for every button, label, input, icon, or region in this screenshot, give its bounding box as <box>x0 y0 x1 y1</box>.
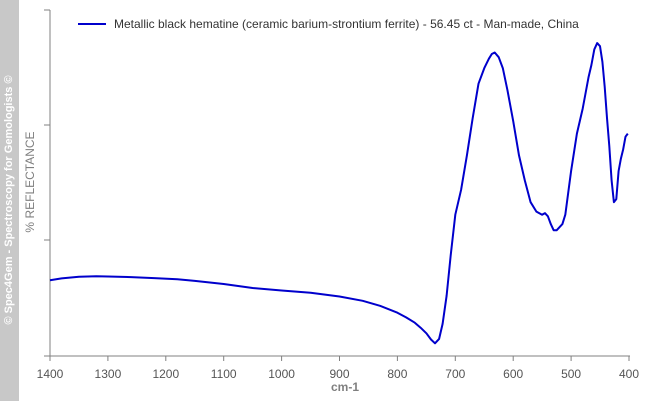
x-tick-label: 1000 <box>268 367 295 381</box>
chart-axes <box>49 10 630 357</box>
y-axis-ticks <box>44 9 50 357</box>
legend-entry: Metallic black hematine (ceramic barium-… <box>114 17 579 31</box>
x-tick-label: 500 <box>561 367 581 381</box>
x-axis-title: cm-1 <box>331 380 359 394</box>
x-tick-label: 1400 <box>37 367 64 381</box>
x-tick-label: 400 <box>619 367 639 381</box>
x-tick-label: 1100 <box>211 367 237 381</box>
series-group <box>49 42 629 345</box>
x-tick-label: 700 <box>445 367 465 381</box>
x-tick-label: 600 <box>503 367 523 381</box>
x-tick-label: 1200 <box>152 367 179 381</box>
series-line <box>49 42 629 345</box>
x-tick-label: 900 <box>329 367 349 381</box>
y-axis-title: % REFLECTANCE <box>23 131 37 232</box>
side-band: © Spec4Gem - Spectroscopy for Gemologist… <box>0 0 19 401</box>
legend: Metallic black hematine (ceramic barium-… <box>78 17 579 31</box>
x-axis-ticks: 1400 1300 1200 1100 1000 900 800 700 600 500 400 <box>37 356 639 381</box>
x-tick-label: 1300 <box>95 367 122 381</box>
x-tick-label: 800 <box>387 367 407 381</box>
